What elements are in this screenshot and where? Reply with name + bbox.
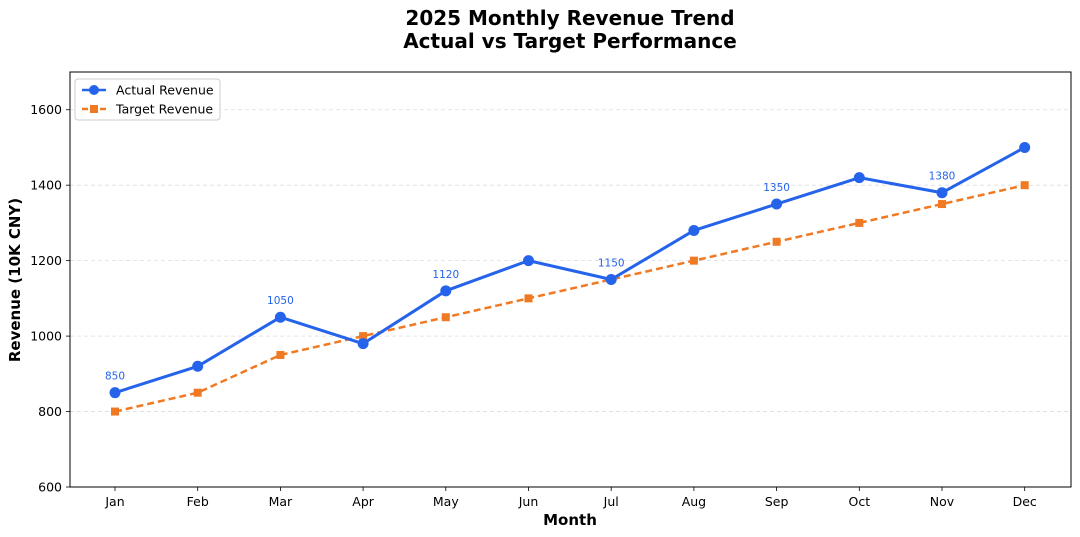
y-axis-label: Revenue (10K CNY) (6, 198, 24, 362)
y-tick-label-800: 800 (38, 404, 62, 419)
data-point-actual-aug (688, 224, 700, 236)
x-tick-label-jan: Jan (104, 494, 124, 509)
y-tick-label-1200: 1200 (30, 253, 62, 268)
x-tick-label-oct: Oct (848, 494, 870, 509)
data-point-target-feb (193, 388, 202, 397)
x-tick-label-jun: Jun (518, 494, 539, 509)
series-line-target (114, 183, 1025, 413)
x-tick-label-jul: Jul (603, 494, 619, 509)
data-label-may: 1120 (432, 269, 459, 281)
data-label-nov: 1380 (929, 171, 956, 183)
x-tick-label-nov: Nov (930, 494, 955, 509)
data-point-actual-jun (523, 255, 534, 267)
x-tick-label-dec: Dec (1013, 494, 1037, 509)
data-point-target-jun (524, 294, 533, 303)
data-point-actual-dec (1019, 141, 1031, 153)
data-point-target-nov (938, 200, 946, 209)
y-tick-label-1600: 1600 (30, 102, 62, 117)
plot-frame (69, 71, 1072, 488)
x-tick-label-may: May (433, 494, 459, 509)
axes (69, 71, 1072, 488)
x-tick-label-sep: Sep (765, 494, 789, 509)
data-point-actual-oct (853, 172, 865, 184)
x-tick-label-feb: Feb (187, 494, 209, 509)
y-tick-label-1000: 1000 (30, 329, 62, 344)
data-point-target-mar (276, 350, 285, 359)
y-tick-label-600: 600 (38, 480, 62, 495)
data-point-actual-sep (771, 198, 783, 210)
data-label-jul: 1150 (598, 258, 625, 270)
data-point-actual-mar (274, 311, 286, 323)
data-point-actual-jul (605, 274, 617, 285)
data-point-actual-feb (192, 360, 204, 372)
ticks: 600 800 1000 1200 1400 1600 Jan Feb Mar Apr May Jun… (30, 102, 1037, 509)
legend-label-actual: Actual Revenue (116, 83, 214, 98)
x-tick-label-aug: Aug (682, 494, 706, 509)
data-point-target-dec (1020, 181, 1029, 190)
series-line-actual (114, 146, 1026, 395)
y-tick-label-1400: 1400 (30, 178, 62, 193)
data-point-actual-may (440, 285, 452, 297)
chart-title-line-2: Actual vs Target Performance (403, 29, 737, 53)
series (109, 141, 1031, 416)
data-point-target-aug (689, 256, 698, 265)
data-point-actual-nov (936, 187, 948, 199)
data-point-target-jan (111, 407, 119, 416)
legend-label-target: Target Revenue (115, 102, 213, 117)
data-point-target-sep (772, 237, 781, 246)
data-label-mar: 1050 (267, 295, 294, 307)
x-axis-label: Month (543, 511, 597, 529)
chart-title-line-1: 2025 Monthly Revenue Trend (405, 6, 734, 30)
legend-marker-actual (89, 85, 99, 95)
grid-lines (70, 109, 1071, 488)
data-point-actual-jan (109, 387, 121, 399)
x-tick-label-apr: Apr (352, 494, 374, 509)
data-label-jan: 850 (105, 371, 125, 383)
x-tick-label-mar: Mar (269, 494, 293, 509)
data-point-target-may (441, 313, 450, 322)
data-label-sep: 1350 (763, 182, 790, 194)
data-point-target-apr (359, 332, 368, 341)
legend-box (74, 78, 221, 121)
data-point-actual-apr (357, 338, 369, 350)
data-labels: 850 1050 1120 1150 1350 1380 (105, 171, 955, 383)
legend: Actual Revenue Target Revenue (74, 78, 221, 121)
legend-marker-target (90, 105, 98, 113)
data-point-target-oct (855, 218, 864, 227)
